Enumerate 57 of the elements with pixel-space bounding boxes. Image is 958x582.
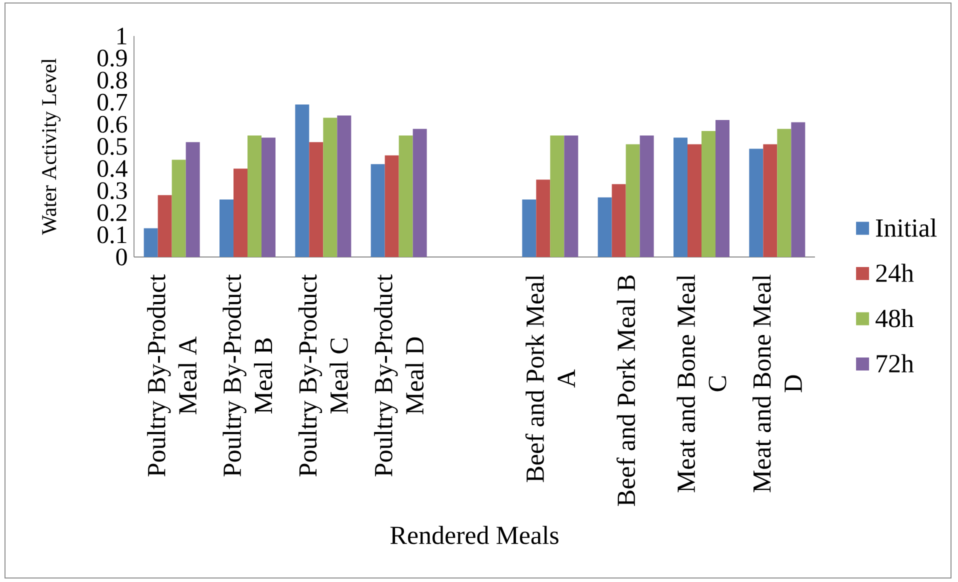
bar (522, 200, 536, 257)
x-tick-label: Poultry By-Product Meal A (147, 274, 197, 476)
bar (323, 118, 338, 257)
legend-label: 48h (876, 308, 914, 328)
y-tick-label: 0.9 (98, 50, 127, 67)
legend-label: Initial (876, 218, 937, 237)
bar (309, 142, 324, 257)
y-tick-label: 0 (116, 248, 127, 266)
bar (295, 104, 310, 257)
y-tick-label: 0.6 (98, 116, 128, 133)
bar (262, 138, 276, 257)
bar (777, 128, 792, 257)
x-axis-title: Rendered Meals (390, 526, 558, 544)
bar (640, 135, 654, 257)
x-tick-label: Meat and Bone Meal C (676, 274, 726, 492)
legend-label: 72h (876, 354, 914, 372)
y-tick-label: 0.1 (98, 226, 126, 244)
bar (412, 128, 427, 257)
bar (791, 122, 806, 257)
x-tick-label: Poultry By-Product Meal D (374, 274, 424, 476)
bar (248, 135, 262, 257)
bar (715, 120, 730, 257)
y-tick-label: 0.2 (98, 204, 126, 222)
x-tick-label: Beef and Pork Meal B (616, 275, 636, 506)
bar (398, 135, 413, 257)
y-tick-label: 0.8 (98, 72, 127, 89)
y-tick-label: 0.7 (98, 94, 128, 111)
bar (158, 195, 172, 257)
bar (536, 180, 550, 257)
bar (172, 160, 186, 257)
bar (687, 144, 702, 257)
bar (370, 164, 385, 257)
bar (144, 228, 158, 257)
x-tick-label: Poultry By-Product Meal C (298, 274, 348, 476)
y-tick-label: 0.4 (98, 160, 128, 178)
bar (763, 144, 778, 257)
bar (673, 138, 688, 257)
bar (220, 200, 234, 257)
y-tick-label: 0.3 (98, 182, 127, 200)
bar (337, 116, 352, 257)
bar (186, 142, 200, 257)
bar (626, 144, 640, 257)
bar (564, 135, 578, 257)
y-tick-label: 0.5 (98, 138, 127, 155)
bar (384, 155, 399, 257)
bar (234, 168, 248, 257)
y-axis-title: Water Activity Level (41, 58, 61, 235)
x-tick-label: Meat and Bone Meal D (752, 274, 802, 492)
bar (598, 197, 612, 257)
bar (612, 184, 626, 257)
bar (550, 135, 564, 257)
bar (749, 148, 764, 257)
bar (701, 131, 716, 257)
x-tick-label: Beef and Pork Meal A (525, 274, 575, 482)
x-tick-label: Poultry By-Product Meal B (222, 274, 272, 476)
legend-label: 24h (876, 264, 914, 282)
y-tick-label: 1 (118, 28, 126, 44)
